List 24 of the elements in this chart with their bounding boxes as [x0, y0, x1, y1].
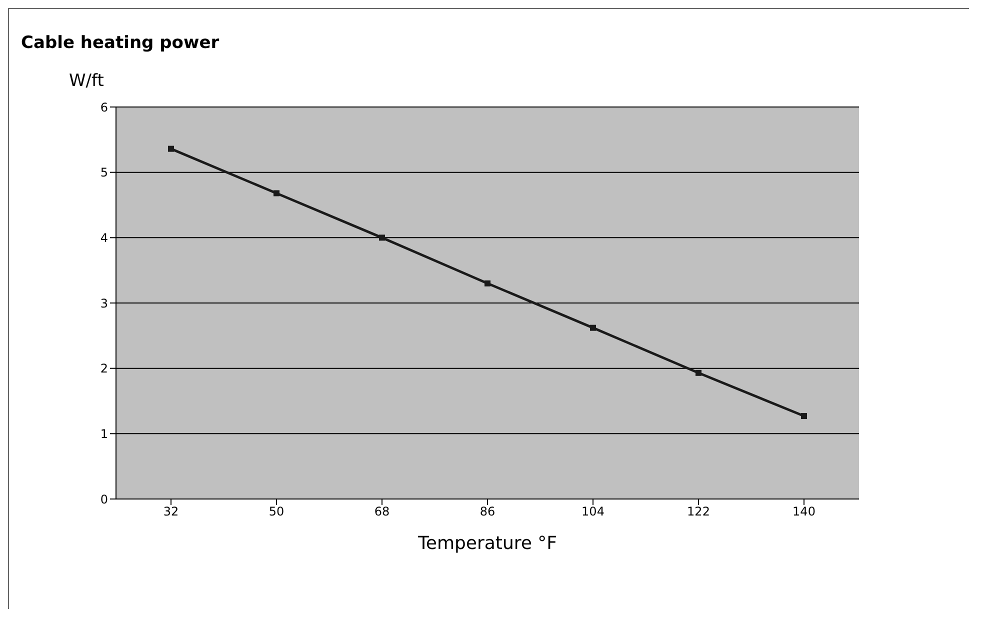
x-tick-label: 86 — [480, 504, 496, 519]
point — [168, 146, 174, 152]
x-tick-label: 104 — [582, 504, 604, 519]
x-tick-label: 32 — [163, 504, 179, 519]
y-axis-title: W/ft — [69, 71, 104, 91]
point — [696, 370, 702, 376]
x-tick-label: 122 — [687, 504, 710, 519]
x-axis-title: Temperature °F — [416, 533, 558, 554]
point — [274, 190, 280, 196]
y-tick-label: 5 — [100, 166, 108, 180]
y-tick-label: 4 — [100, 230, 108, 245]
y-tick-label: 3 — [100, 296, 108, 310]
y-tick-label: 0 — [100, 492, 108, 506]
chart-title: Cable heating power — [21, 33, 220, 53]
point — [590, 324, 596, 331]
point — [484, 280, 490, 286]
y-tick-label: 1 — [100, 426, 108, 441]
point — [379, 234, 385, 241]
x-tick-label: 68 — [374, 504, 390, 519]
x-tick-label: 140 — [792, 504, 816, 519]
y-tick-label: 6 — [100, 100, 108, 114]
y-tick-label: 2 — [100, 362, 108, 376]
point — [801, 413, 807, 420]
x-tick-label: 50 — [268, 504, 284, 519]
